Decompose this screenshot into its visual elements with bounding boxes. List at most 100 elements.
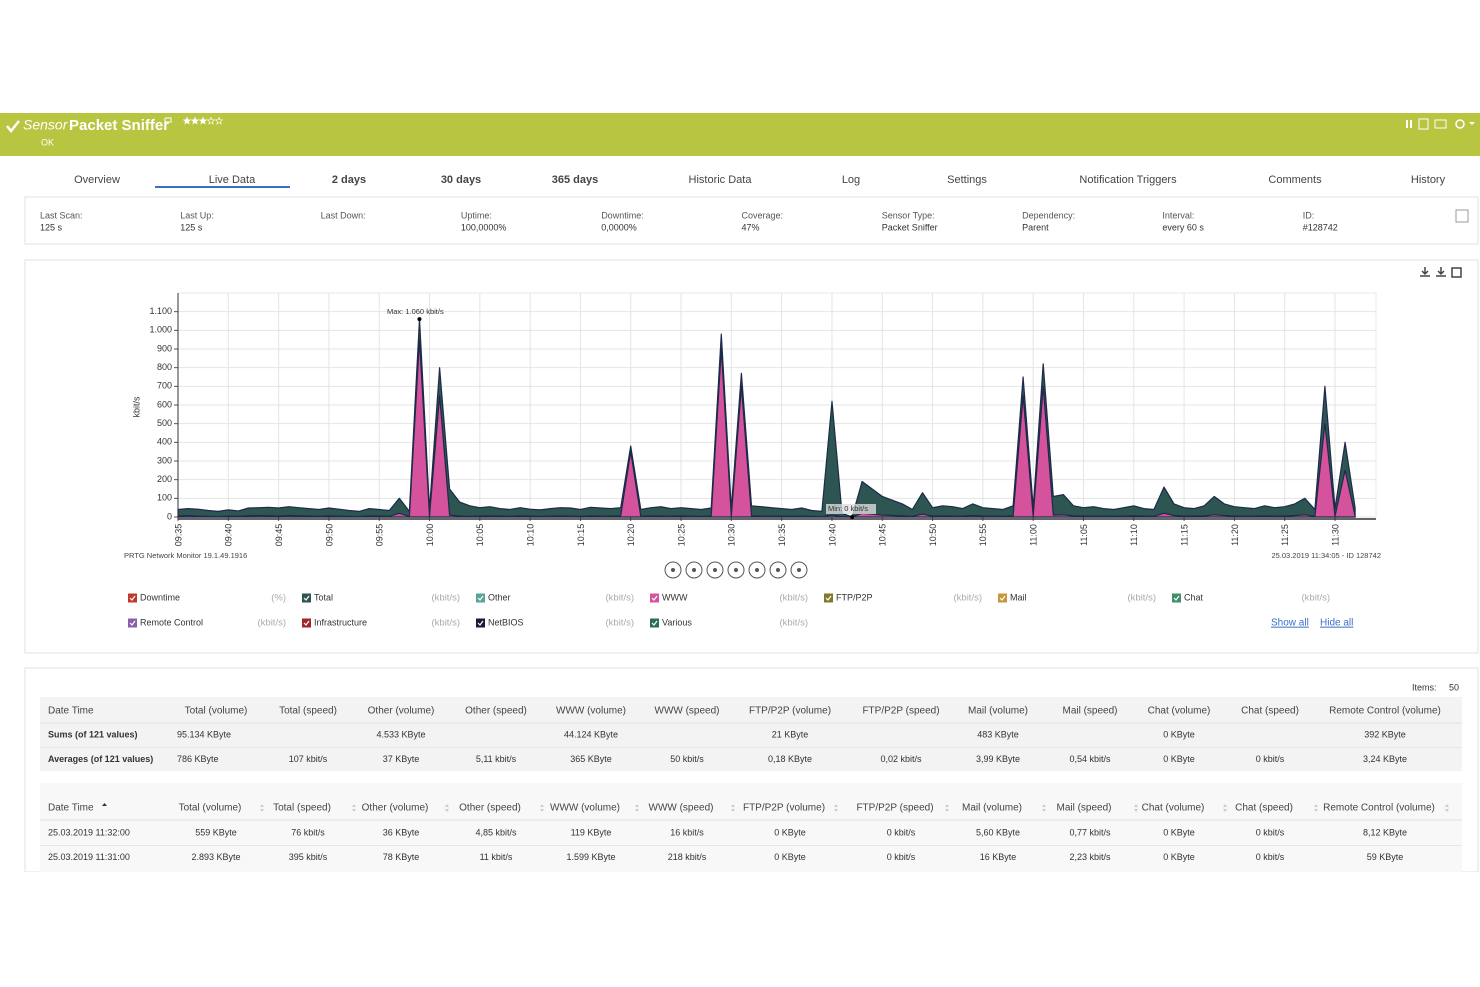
sort-icon — [540, 804, 544, 812]
y-tick-label: 300 — [157, 455, 172, 465]
column-header[interactable]: Mail (volume) — [962, 803, 1022, 814]
tab[interactable]: Historic Data — [689, 174, 753, 186]
sensor-title: Packet Sniffer — [69, 117, 169, 134]
min-label: Min: 0 kbit/s — [828, 504, 868, 513]
info-label: Last Up: — [180, 210, 214, 220]
x-tick-label: 10:30 — [727, 524, 737, 547]
chart-tools[interactable] — [1420, 267, 1462, 278]
y-axis-label: kbit/s — [131, 396, 141, 418]
tab[interactable]: Live Data — [209, 174, 256, 186]
x-tick-label: 10:10 — [526, 524, 536, 547]
tab[interactable]: Comments — [1268, 174, 1322, 186]
table-cell: 1.599 KByte — [566, 852, 615, 862]
qr-icon[interactable] — [1455, 209, 1469, 223]
table-cell: 119 KByte — [571, 827, 612, 837]
legend-checkbox[interactable] — [302, 593, 311, 603]
column-header: Other (volume) — [368, 706, 435, 717]
table-cell: 0,02 kbit/s — [880, 754, 922, 764]
header-tools[interactable] — [1406, 118, 1475, 130]
hide-all[interactable]: Hide all — [1320, 618, 1353, 629]
legend-checkbox[interactable] — [824, 593, 833, 603]
tab[interactable]: Settings — [947, 174, 987, 186]
legend-unit: (kbit/s) — [432, 593, 461, 604]
tab[interactable]: 2 days — [332, 174, 366, 186]
column-header[interactable]: Chat (volume) — [1142, 803, 1205, 814]
legend-checkbox[interactable] — [476, 618, 485, 628]
y-tick-label: 1.100 — [149, 306, 172, 316]
column-header[interactable]: Other (volume) — [362, 803, 429, 814]
legend-name: Mail — [1010, 592, 1027, 602]
column-header[interactable]: FTP/P2P (speed) — [856, 803, 933, 814]
legend-unit: (kbit/s) — [954, 593, 983, 604]
tab[interactable]: History — [1411, 174, 1446, 186]
legend-name: Chat — [1184, 592, 1204, 602]
show-all[interactable]: Show all — [1271, 618, 1309, 629]
info-label: Last Scan: — [40, 210, 83, 220]
x-tick-label: 10:35 — [777, 524, 787, 547]
legend-name: Total — [314, 592, 333, 602]
legend-checkbox[interactable] — [128, 593, 137, 603]
nav-glyph — [713, 568, 717, 572]
legend-checkbox[interactable] — [1172, 593, 1181, 603]
table-cell: 0 kbit/s — [1256, 754, 1285, 764]
info-value: Packet Sniffer — [882, 222, 938, 232]
table-cell: 4,85 kbit/s — [475, 827, 517, 837]
tab[interactable]: Log — [842, 174, 860, 186]
y-tick-label: 600 — [157, 399, 172, 409]
table-cell: 36 KByte — [383, 827, 420, 837]
legend-unit: (kbit/s) — [1302, 593, 1331, 604]
table-cell: 0 KByte — [1163, 827, 1195, 837]
y-tick-label: 700 — [157, 381, 172, 391]
legend-name: Various — [662, 617, 692, 627]
legend-checkbox[interactable] — [476, 593, 485, 603]
y-tick-label: 400 — [157, 437, 172, 447]
legend-checkbox[interactable] — [650, 618, 659, 628]
legend-checkbox[interactable] — [128, 618, 137, 628]
column-header[interactable]: Mail (speed) — [1056, 803, 1111, 814]
sort-icon — [1223, 804, 1227, 812]
y-tick-label: 1.000 — [149, 325, 172, 335]
column-header: Remote Control (volume) — [1329, 706, 1441, 717]
legend-checkbox[interactable] — [650, 593, 659, 603]
column-header[interactable]: WWW (speed) — [649, 803, 714, 814]
legend-check — [999, 595, 1006, 601]
sort-icon — [1042, 804, 1046, 812]
nav-glyph — [671, 568, 675, 572]
column-header[interactable]: Chat (speed) — [1235, 803, 1293, 814]
star — [206, 116, 216, 125]
items-count[interactable]: 50 — [1449, 682, 1459, 692]
column-header[interactable]: Remote Control (volume) — [1323, 803, 1435, 814]
table-cell: 16 KByte — [980, 852, 1017, 862]
sort-icon — [102, 803, 107, 806]
chart-panel — [24, 259, 1479, 654]
sort-icon — [352, 804, 356, 812]
info-label: Downtime: — [601, 210, 644, 220]
table-cell: 0,54 kbit/s — [1069, 754, 1111, 764]
column-header[interactable]: FTP/P2P (volume) — [743, 803, 825, 814]
column-header[interactable]: Date Time — [48, 803, 94, 814]
column-header: Total (volume) — [185, 706, 248, 717]
info-value: 125 s — [180, 222, 203, 232]
y-tick-label: 900 — [157, 343, 172, 353]
tab[interactable]: 30 days — [441, 174, 481, 186]
legend-checkbox[interactable] — [302, 618, 311, 628]
info-label: Interval: — [1162, 210, 1194, 220]
table-cell: 0 KByte — [1163, 852, 1195, 862]
column-header[interactable]: Other (speed) — [459, 803, 521, 814]
flag-icon — [164, 117, 172, 128]
column-header[interactable]: Total (speed) — [273, 803, 331, 814]
star — [190, 116, 200, 125]
x-tick-label: 11:30 — [1330, 524, 1340, 546]
tab[interactable]: 365 days — [552, 174, 598, 186]
column-header[interactable]: Total (volume) — [179, 803, 242, 814]
tab[interactable]: Notification Triggers — [1079, 174, 1177, 186]
summary-table-bg — [40, 697, 1462, 771]
sort-icon — [1314, 804, 1318, 812]
legend-unit: (kbit/s) — [780, 618, 809, 629]
tab[interactable]: Overview — [74, 174, 120, 186]
table-cell: 16 kbit/s — [670, 827, 704, 837]
column-header[interactable]: WWW (volume) — [550, 803, 620, 814]
legend-unit: (kbit/s) — [606, 618, 635, 629]
legend-checkbox[interactable] — [998, 593, 1007, 603]
